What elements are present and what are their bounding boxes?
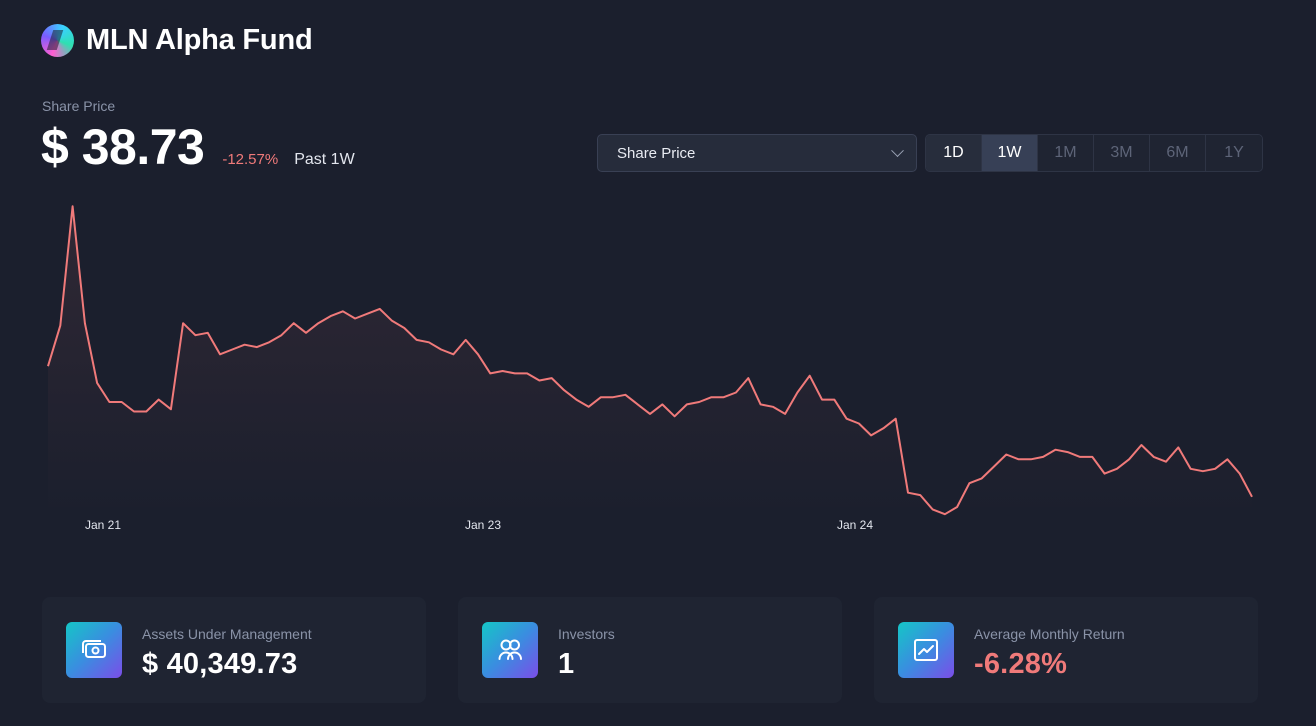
metric-select[interactable]: Share Price	[597, 134, 917, 172]
aum-card: Assets Under Management $ 40,349.73	[42, 597, 426, 703]
range-button-1y[interactable]: 1Y	[1206, 135, 1262, 171]
fund-header: MLN Alpha Fund	[41, 24, 313, 57]
users-icon	[482, 622, 538, 678]
price-area-fill	[48, 206, 1252, 515]
aum-value: $ 40,349.73	[142, 648, 298, 680]
share-price-label: Share Price	[42, 98, 116, 114]
aum-label: Assets Under Management	[142, 626, 312, 642]
share-price-value: $ 38.73	[41, 119, 205, 175]
cash-icon	[66, 622, 122, 678]
chevron-down-icon	[891, 143, 904, 157]
investors-label: Investors	[558, 626, 615, 642]
fund-logo	[41, 24, 74, 57]
x-tick-label: Jan 23	[465, 518, 501, 532]
range-button-6m[interactable]: 6M	[1150, 135, 1206, 171]
price-line	[47, 205, 1253, 516]
range-button-1d[interactable]: 1D	[926, 135, 982, 171]
return-label: Average Monthly Return	[974, 626, 1125, 642]
time-range-group: 1D 1W 1M 3M 6M 1Y	[925, 134, 1263, 172]
range-button-1m[interactable]: 1M	[1038, 135, 1094, 171]
investors-value: 1	[558, 648, 575, 680]
fund-title: MLN Alpha Fund	[86, 24, 313, 56]
range-button-1w[interactable]: 1W	[982, 135, 1038, 171]
chart-trend-icon	[898, 622, 954, 678]
investors-card: Investors 1	[458, 597, 842, 703]
share-price-chart[interactable]: Jan 21 Jan 23 Jan 24	[0, 180, 1316, 550]
share-price-row: $ 38.73 -12.57% Past 1W	[41, 118, 355, 176]
range-button-3m[interactable]: 3M	[1094, 135, 1150, 171]
share-price-change: -12.57%	[222, 151, 279, 168]
x-tick-label: Jan 21	[85, 518, 121, 532]
share-price-period: Past 1W	[294, 151, 355, 168]
metric-select-value: Share Price	[617, 144, 696, 162]
return-value: -6.28%	[974, 648, 1068, 680]
return-card: Average Monthly Return -6.28%	[874, 597, 1258, 703]
x-tick-label: Jan 24	[837, 518, 873, 532]
